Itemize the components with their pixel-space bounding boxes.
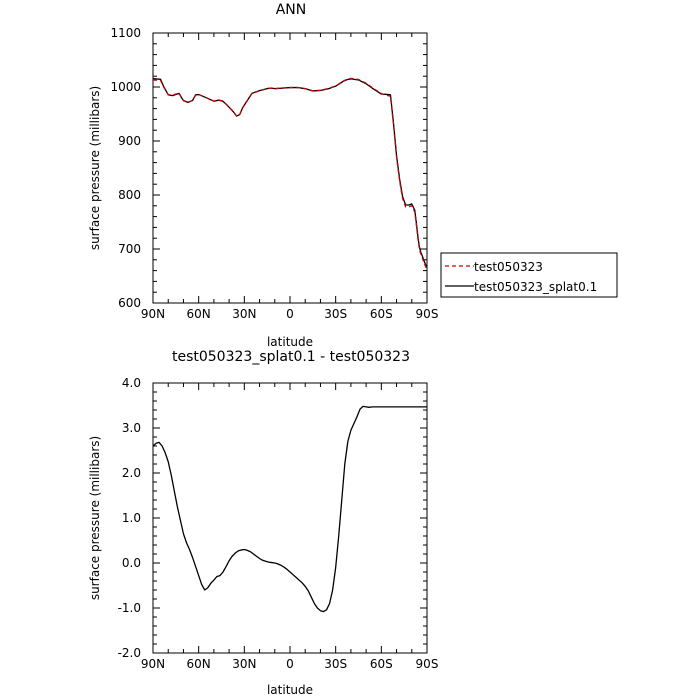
x-tick-label: 90N <box>141 657 165 671</box>
x-tick-label: 60S <box>370 657 393 671</box>
y-tick-label: 700 <box>118 242 141 256</box>
y-tick-label: 2.0 <box>122 466 141 480</box>
y-tick-label: 800 <box>118 188 141 202</box>
series-line-difference <box>152 405 427 613</box>
x-tick-label: 30S <box>324 657 347 671</box>
legend: test050323 test050323_splat0.1 <box>440 252 618 298</box>
y-tick-labels: 600 700 800 900 1000 1100 <box>110 26 141 310</box>
plot-frame <box>152 32 428 304</box>
legend-label-test050323-splat: test050323_splat0.1 <box>474 280 597 294</box>
y-tick-label: 900 <box>118 134 141 148</box>
y-axis-label: surface pressure (millibars) <box>88 436 102 600</box>
x-axis-label: latitude <box>267 335 313 349</box>
y-tick-labels: -2.0 -1.0 0.0 1.0 2.0 3.0 4.0 <box>118 376 141 660</box>
y-tick-label: 1100 <box>110 26 141 40</box>
x-tick-label: 90S <box>416 657 439 671</box>
x-tick-label: 90S <box>416 307 439 321</box>
legend-label-test050323: test050323 <box>474 260 543 274</box>
series-line-test050323 <box>152 77 428 270</box>
y-axis-label: surface pressure (millibars) <box>88 86 102 250</box>
axis-ticks <box>152 32 428 304</box>
plot-frame <box>152 382 428 654</box>
y-tick-label: 1.0 <box>122 511 141 525</box>
x-tick-label: 0 <box>286 307 294 321</box>
x-tick-labels: 90N 60N 30N 0 30S 60S 90S <box>141 307 439 321</box>
x-tick-label: 60S <box>370 307 393 321</box>
x-tick-label: 90N <box>141 307 165 321</box>
x-tick-label: 30N <box>232 657 256 671</box>
x-tick-label: 0 <box>286 657 294 671</box>
y-tick-label: 600 <box>118 296 141 310</box>
x-tick-label: 30N <box>232 307 256 321</box>
x-axis-label: latitude <box>267 683 313 697</box>
x-tick-label: 60N <box>187 307 211 321</box>
y-tick-label: 1000 <box>110 80 141 94</box>
x-tick-label: 30S <box>324 307 347 321</box>
series-line-test050323-splat0-1 <box>152 77 428 268</box>
chart-title: ANN <box>276 2 307 18</box>
chart-annual-surface-pressure: ANN 90N 60N 30N 0 30S 60S 90S 600 700 800 900 1000… <box>88 2 438 349</box>
y-tick-label: 3.0 <box>122 421 141 435</box>
x-tick-labels: 90N 60N 30N 0 30S 60S 90S <box>141 657 439 671</box>
legend-box <box>440 252 618 298</box>
series-lines <box>152 405 427 613</box>
y-tick-label: -1.0 <box>118 601 141 615</box>
series-lines <box>152 77 428 270</box>
chart-title: test050323_splat0.1 - test050323 <box>172 349 410 365</box>
chart-pressure-difference: test050323_splat0.1 - test050323 90N 60N 3… <box>88 349 438 697</box>
axis-ticks <box>152 382 428 654</box>
y-tick-label: -2.0 <box>118 646 141 660</box>
y-tick-label: 0.0 <box>122 556 141 570</box>
x-tick-label: 60N <box>187 657 211 671</box>
y-tick-label: 4.0 <box>122 376 141 390</box>
